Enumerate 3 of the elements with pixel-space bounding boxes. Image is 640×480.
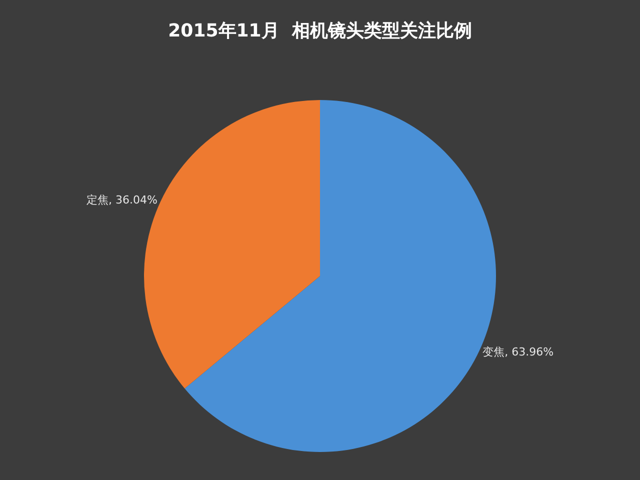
- chart-title: 2015年11月 相机镜头类型关注比例: [168, 20, 472, 42]
- slice-label: 定焦, 36.04%: [86, 194, 158, 207]
- slice-label: 变焦, 63.96%: [482, 345, 554, 358]
